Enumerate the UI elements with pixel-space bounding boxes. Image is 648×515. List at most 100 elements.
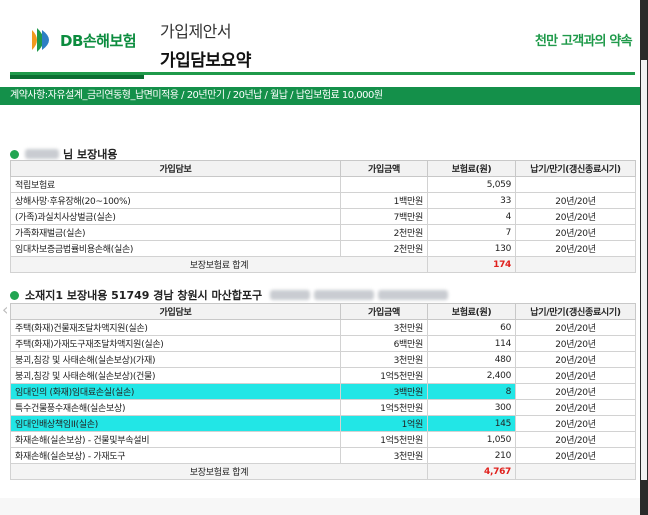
coverage-amount: 6백만원 (340, 335, 428, 352)
document-title: 가입담보요약 (160, 51, 251, 71)
coverage-term: 20년/20년 (515, 431, 636, 448)
coverage-name: (가족)과실치사상벌금(실손) (10, 208, 341, 225)
coverage-premium: 7 (427, 224, 516, 241)
coverage-name: 임대인배상책임II(실손) (10, 415, 341, 432)
coverage-premium: 145 (427, 415, 516, 432)
coverage-name: 화재손해(실손보상) - 가재도구 (10, 447, 341, 464)
vertical-scrollbar[interactable] (640, 0, 648, 515)
coverage-premium: 60 (427, 319, 516, 336)
coverage-premium: 480 (427, 351, 516, 368)
coverage-amount: 1억5천만원 (340, 431, 428, 448)
coverage-term: 20년/20년 (515, 335, 636, 352)
table-row: 주택(화재)가재도구재조달차액지원(실손) 6백만원 114 20년/20년 (10, 335, 636, 352)
coverage-term: 20년/20년 (515, 208, 636, 225)
chevron-left-icon[interactable]: ‹ (2, 300, 9, 319)
total-empty-cell (515, 256, 636, 273)
table-row: 상해사망·후유장해(20~100%) 1백만원 33 20년/20년 (10, 192, 636, 209)
coverage-amount: 3천만원 (340, 447, 428, 464)
document-title-block: 가입제안서 가입담보요약 (160, 18, 251, 71)
coverage-amount: 3천만원 (340, 351, 428, 368)
coverage-premium: 8 (427, 383, 516, 400)
total-premium: 4,767 (427, 463, 516, 480)
coverage-amount: 1억5천만원 (340, 399, 428, 416)
table-row: 임대차보증금법률비용손해(실손) 2천만원 130 20년/20년 (10, 240, 636, 257)
table-header-row: 가입담보 가입금액 보험료(원) 납기/만기(갱신종료시기) (10, 160, 636, 177)
coverage-name: 임대인의 (화재)임대료손실(실손) (10, 383, 341, 400)
total-label: 보장보험료 합계 (10, 463, 428, 480)
coverage-amount: 3백만원 (340, 383, 428, 400)
bullet-icon (10, 290, 19, 300)
coverage-term: 20년/20년 (515, 383, 636, 400)
coverage-name: 주택(화재)가재도구재조달차액지원(실손) (10, 335, 341, 352)
coverage-name: 붕괴,침강 및 사태손해(실손보상)(가재) (10, 351, 341, 368)
scrollbar-thumb[interactable] (641, 60, 647, 480)
coverage-amount: 1억원 (340, 415, 428, 432)
section1-coverage-table: 가입담보 가입금액 보험료(원) 납기/만기(갱신종료시기) 적립보험료 5,0… (10, 160, 636, 273)
company-slogan: 천만 고객과의 약속 (535, 34, 633, 49)
coverage-name: 임대차보증금법률비용손해(실손) (10, 240, 341, 257)
header-divider-accent (10, 75, 144, 79)
coverage-premium: 5,059 (427, 176, 516, 193)
coverage-name: 붕괴,침강 및 사태손해(실손보상)(건물) (10, 367, 341, 384)
column-header: 납기/만기(갱신종료시기) (515, 303, 636, 320)
table-row: 붕괴,침강 및 사태손해(실손보상)(건물) 1억5천만원 2,400 20년/… (10, 367, 636, 384)
company-logo: DB손해보험 (30, 26, 137, 54)
coverage-amount: 1백만원 (340, 192, 428, 209)
table-header-row: 가입담보 가입금액 보험료(원) 납기/만기(갱신종료시기) (10, 303, 636, 320)
coverage-name: 가족화재벌금(실손) (10, 224, 341, 241)
coverage-premium: 114 (427, 335, 516, 352)
table-row: 붕괴,침강 및 사태손해(실손보상)(가재) 3천만원 480 20년/20년 (10, 351, 636, 368)
table-row: 화재손해(실손보상) - 가재도구 3천만원 210 20년/20년 (10, 447, 636, 464)
column-header: 가입금액 (340, 303, 428, 320)
table-row: 특수건물풍수재손해(실손보상) 1억5천만원 300 20년/20년 (10, 399, 636, 416)
column-header: 가입담보 (10, 303, 341, 320)
coverage-term: 20년/20년 (515, 192, 636, 209)
coverage-name: 특수건물풍수재손해(실손보상) (10, 399, 341, 416)
contract-summary-banner: 계약사항:자유설계_금리연동형_납면미적용 / 20년만기 / 20년납 / 월… (0, 87, 640, 105)
db-logo-icon (32, 28, 49, 52)
coverage-term: 20년/20년 (515, 367, 636, 384)
table-row: 화재손해(실손보상) - 건물및부속설비 1억5천만원 1,050 20년/20… (10, 431, 636, 448)
document-subtitle: 가입제안서 (160, 22, 232, 41)
coverage-name: 화재손해(실손보상) - 건물및부속설비 (10, 431, 341, 448)
page-footer-area (0, 498, 640, 515)
coverage-premium: 33 (427, 192, 516, 209)
table-row: 주택(화재)건물재조달차액지원(실손) 3천만원 60 20년/20년 (10, 319, 636, 336)
coverage-term: 20년/20년 (515, 240, 636, 257)
redacted-address-3 (378, 290, 449, 300)
coverage-premium: 2,400 (427, 367, 516, 384)
section2-title: 소재지1 보장내용 51749 경남 창원시 마산합포구 (10, 287, 452, 303)
column-header: 가입금액 (340, 160, 428, 177)
coverage-term (515, 176, 636, 193)
redacted-address-2 (314, 290, 375, 300)
coverage-premium: 130 (427, 240, 516, 257)
table-row-highlighted: 임대인배상책임II(실손) 1억원 145 20년/20년 (10, 415, 636, 432)
total-premium: 174 (427, 256, 516, 273)
section1-title: 님 보장내용 (10, 146, 117, 162)
coverage-amount: 2천만원 (340, 240, 428, 257)
coverage-term: 20년/20년 (515, 415, 636, 432)
coverage-premium: 300 (427, 399, 516, 416)
table-row-highlighted: 임대인의 (화재)임대료손실(실손) 3백만원 8 20년/20년 (10, 383, 636, 400)
coverage-name: 상해사망·후유장해(20~100%) (10, 192, 341, 209)
coverage-premium: 4 (427, 208, 516, 225)
column-header: 보험료(원) (427, 160, 516, 177)
column-header: 가입담보 (10, 160, 341, 177)
coverage-term: 20년/20년 (515, 351, 636, 368)
total-label: 보장보험료 합계 (10, 256, 428, 273)
total-empty-cell (515, 463, 636, 480)
column-header: 납기/만기(갱신종료시기) (515, 160, 636, 177)
table-total-row: 보장보험료 합계 4,767 (10, 463, 636, 480)
section2-coverage-table: 가입담보 가입금액 보험료(원) 납기/만기(갱신종료시기) 주택(화재)건물재… (10, 303, 636, 480)
coverage-term: 20년/20년 (515, 319, 636, 336)
coverage-amount: 7백만원 (340, 208, 428, 225)
table-row: (가족)과실치사상벌금(실손) 7백만원 4 20년/20년 (10, 208, 636, 225)
redacted-address-1 (270, 290, 311, 300)
coverage-amount: 1억5천만원 (340, 367, 428, 384)
coverage-term: 20년/20년 (515, 224, 636, 241)
bullet-icon (10, 149, 19, 159)
logo-text: DB손해보험 (60, 31, 137, 50)
coverage-amount: 2천만원 (340, 224, 428, 241)
coverage-term: 20년/20년 (515, 447, 636, 464)
table-row: 적립보험료 5,059 (10, 176, 636, 193)
